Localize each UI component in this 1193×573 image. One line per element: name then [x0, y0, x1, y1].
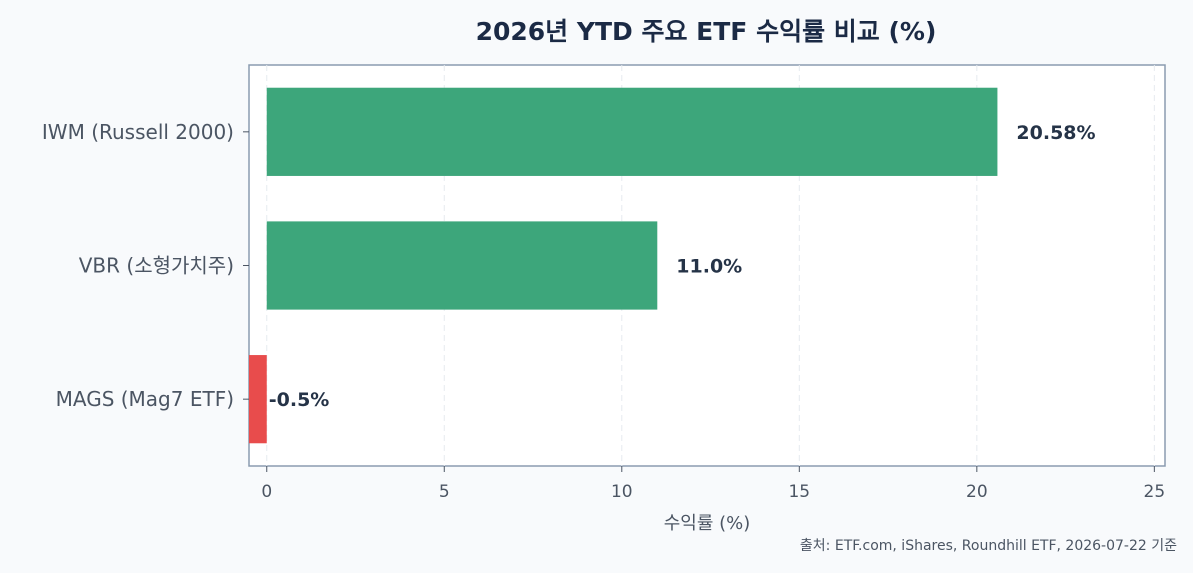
x-tick-label: 5 — [439, 482, 450, 502]
x-axis-label: 수익률 (%) — [664, 513, 751, 534]
bar-value-label: 20.58% — [1016, 122, 1095, 144]
source-note: 출처: ETF.com, iShares, Roundhill ETF, 202… — [800, 538, 1177, 554]
bar-value-label: -0.5% — [269, 389, 330, 411]
bars — [249, 87, 998, 444]
x-tick-label: 20 — [966, 482, 988, 502]
y-tick-label: VBR (소형가치주) — [79, 254, 234, 278]
x-tick-label: 25 — [1144, 482, 1166, 502]
bar — [266, 87, 998, 176]
bar — [266, 221, 658, 310]
y-tick-label: MAGS (Mag7 ETF) — [56, 387, 234, 411]
y-axis: IWM (Russell 2000) VBR (소형가치주) MAGS (Mag7 … — [42, 120, 249, 411]
data-labels: 20.58% 11.0% -0.5% — [269, 122, 1096, 411]
chart-title: 2026년 YTD 주요 ETF 수익률 비교 (%) — [476, 17, 937, 46]
x-tick-label: 15 — [788, 482, 810, 502]
bar — [249, 355, 267, 444]
x-tick-label: 10 — [611, 482, 633, 502]
x-tick-label: 0 — [261, 482, 272, 502]
bar-value-label: 11.0% — [676, 256, 742, 278]
y-tick-label: IWM (Russell 2000) — [42, 120, 234, 144]
x-axis: 0 5 10 15 20 25 — [261, 466, 1165, 502]
